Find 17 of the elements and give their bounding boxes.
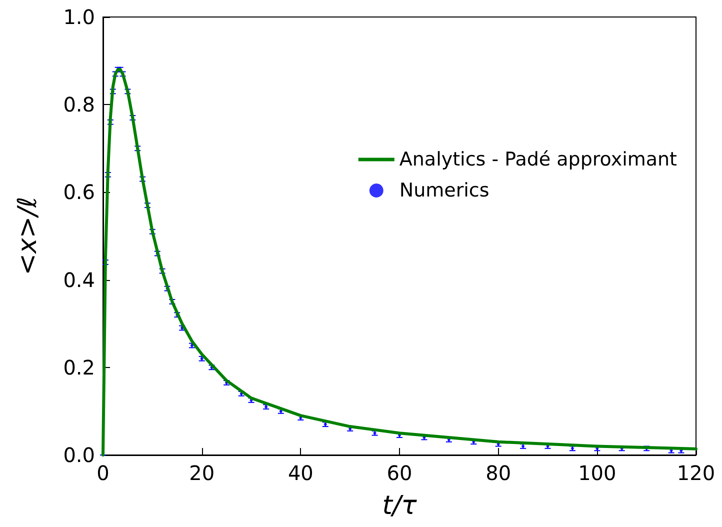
y-tick-label: 0.0 bbox=[63, 443, 95, 467]
legend-label: Analytics - Padé approximant bbox=[399, 148, 678, 170]
y-tick-label: 0.8 bbox=[63, 92, 95, 117]
y-axis-title: <x>/ℓ bbox=[13, 196, 43, 276]
x-axis-title: t/τ bbox=[382, 491, 418, 521]
y-tick-label: 0.4 bbox=[63, 268, 95, 292]
x-tick-label: 100 bbox=[578, 461, 616, 485]
x-tick-label: 0 bbox=[96, 461, 110, 485]
y-tick-label: 0.2 bbox=[63, 355, 95, 380]
x-tick-label: 60 bbox=[386, 461, 412, 485]
x-tick-label: 20 bbox=[189, 461, 215, 485]
y-tick-label: 1.0 bbox=[63, 5, 95, 29]
x-tick-label: 80 bbox=[486, 461, 512, 485]
x-tick-label: 120 bbox=[676, 461, 716, 485]
x-tick-label: 40 bbox=[288, 461, 314, 485]
y-tick-label: 0.6 bbox=[63, 180, 95, 204]
legend-label: Numerics bbox=[399, 180, 490, 202]
